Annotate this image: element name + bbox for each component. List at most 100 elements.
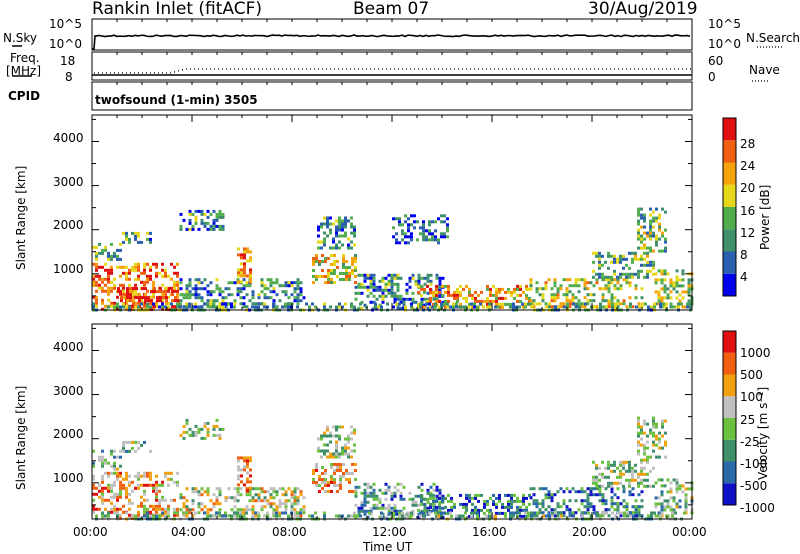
- velocity-cell: [613, 508, 617, 512]
- power-cell: [519, 287, 522, 291]
- velocity-cell: [182, 430, 186, 434]
- power-cell: [287, 284, 291, 288]
- velocity-cell: [137, 504, 140, 508]
- velocity-cell: [553, 508, 557, 512]
- power-cell: [260, 278, 264, 282]
- velocity-cell: [465, 508, 468, 512]
- velocity-cell: [311, 514, 314, 518]
- velocity-cell: [660, 484, 664, 488]
- velocity-cell: [601, 493, 605, 497]
- power-cell: [643, 225, 646, 229]
- power-cell: [381, 291, 385, 295]
- velocity-cell: [266, 490, 270, 494]
- velocity-cell: [143, 498, 146, 502]
- power-cell: [428, 229, 431, 233]
- power-cell: [471, 296, 474, 300]
- power-cell: [664, 237, 667, 241]
- power-cell: [420, 297, 424, 301]
- velocity-cell: [411, 509, 415, 513]
- power-cell: [194, 278, 198, 282]
- velocity-cell: [116, 492, 119, 496]
- power-cell: [197, 293, 201, 297]
- power-cell: [218, 227, 222, 231]
- power-cell: [664, 228, 667, 232]
- velocity-cell: [158, 514, 161, 518]
- velocity-cell: [419, 511, 422, 515]
- velocity-cell: [191, 430, 195, 434]
- velocity-cell: [580, 511, 584, 515]
- velocity-cell: [246, 465, 249, 469]
- velocity-cell: [655, 437, 658, 441]
- velocity-cell: [324, 484, 327, 487]
- velocity-cell: [581, 514, 584, 518]
- power-cell: [613, 269, 616, 273]
- velocity-cell: [654, 496, 658, 500]
- velocity-cell: [137, 471, 140, 475]
- power-cell: [669, 284, 673, 288]
- power-cell: [447, 293, 450, 297]
- velocity-cell: [553, 493, 557, 497]
- velocity-cell: [131, 440, 134, 444]
- power-cell: [200, 281, 204, 285]
- velocity-cell: [164, 471, 167, 475]
- power-cell: [575, 305, 578, 309]
- power-cell: [634, 296, 638, 300]
- power-cell: [324, 275, 327, 278]
- power-cell: [239, 296, 243, 300]
- freq-label: Freq.: [10, 51, 40, 65]
- velocity-cell: [631, 487, 635, 491]
- velocity-cell: [194, 487, 198, 491]
- velocity-cell: [284, 505, 288, 509]
- power-cell: [353, 228, 356, 232]
- velocity-cell: [246, 480, 249, 484]
- power-cell: [658, 225, 661, 229]
- power-cell: [182, 305, 186, 309]
- velocity-cell: [272, 496, 276, 500]
- velocity-cell: [188, 511, 192, 515]
- power-cell: [185, 296, 189, 300]
- velocity-cell: [173, 507, 176, 511]
- velocity-cell: [101, 492, 104, 496]
- velocity-cell: [643, 443, 646, 447]
- velocity-cell: [323, 443, 326, 447]
- velocity-cell: [110, 449, 113, 453]
- power-cell: [423, 305, 426, 309]
- velocity-cell: [384, 488, 388, 492]
- power-cell: [146, 289, 149, 293]
- power-cell: [188, 212, 192, 216]
- power-cell: [649, 228, 652, 232]
- velocity-cell: [664, 455, 667, 459]
- velocity-cell: [598, 493, 602, 497]
- velocity-cell: [215, 499, 219, 503]
- velocity-cell: [605, 511, 608, 515]
- velocity-cell: [101, 495, 104, 499]
- power-cell: [137, 301, 140, 305]
- power-cell: [675, 281, 679, 285]
- power-cell: [92, 283, 95, 287]
- velocity-cell: [447, 511, 450, 515]
- velocity-cell: [239, 493, 243, 497]
- velocity-colorbar-segment: [723, 439, 736, 462]
- power-cell: [545, 305, 548, 309]
- power-cell: [634, 251, 637, 255]
- velocity-cell: [185, 421, 189, 425]
- velocity-cell: [574, 490, 578, 494]
- power-cell: [631, 305, 635, 309]
- power-cell: [410, 214, 413, 218]
- power-cell: [541, 287, 545, 291]
- power-cell: [209, 293, 213, 297]
- velocity-cell: [113, 467, 116, 471]
- velocity-cell: [161, 480, 164, 484]
- velocity-cell: [516, 508, 519, 512]
- velocity-cell: [643, 422, 646, 426]
- velocity-cell: [209, 514, 212, 518]
- power-cell: [354, 297, 358, 301]
- velocity-cell: [200, 508, 204, 512]
- power-cell: [402, 297, 406, 301]
- power-cell: [423, 287, 426, 291]
- power-cell: [565, 287, 569, 291]
- velocity-cell: [420, 509, 424, 513]
- velocity-cell: [152, 483, 155, 487]
- nave-tick-low: 0: [708, 70, 716, 84]
- velocity-cell: [170, 498, 173, 502]
